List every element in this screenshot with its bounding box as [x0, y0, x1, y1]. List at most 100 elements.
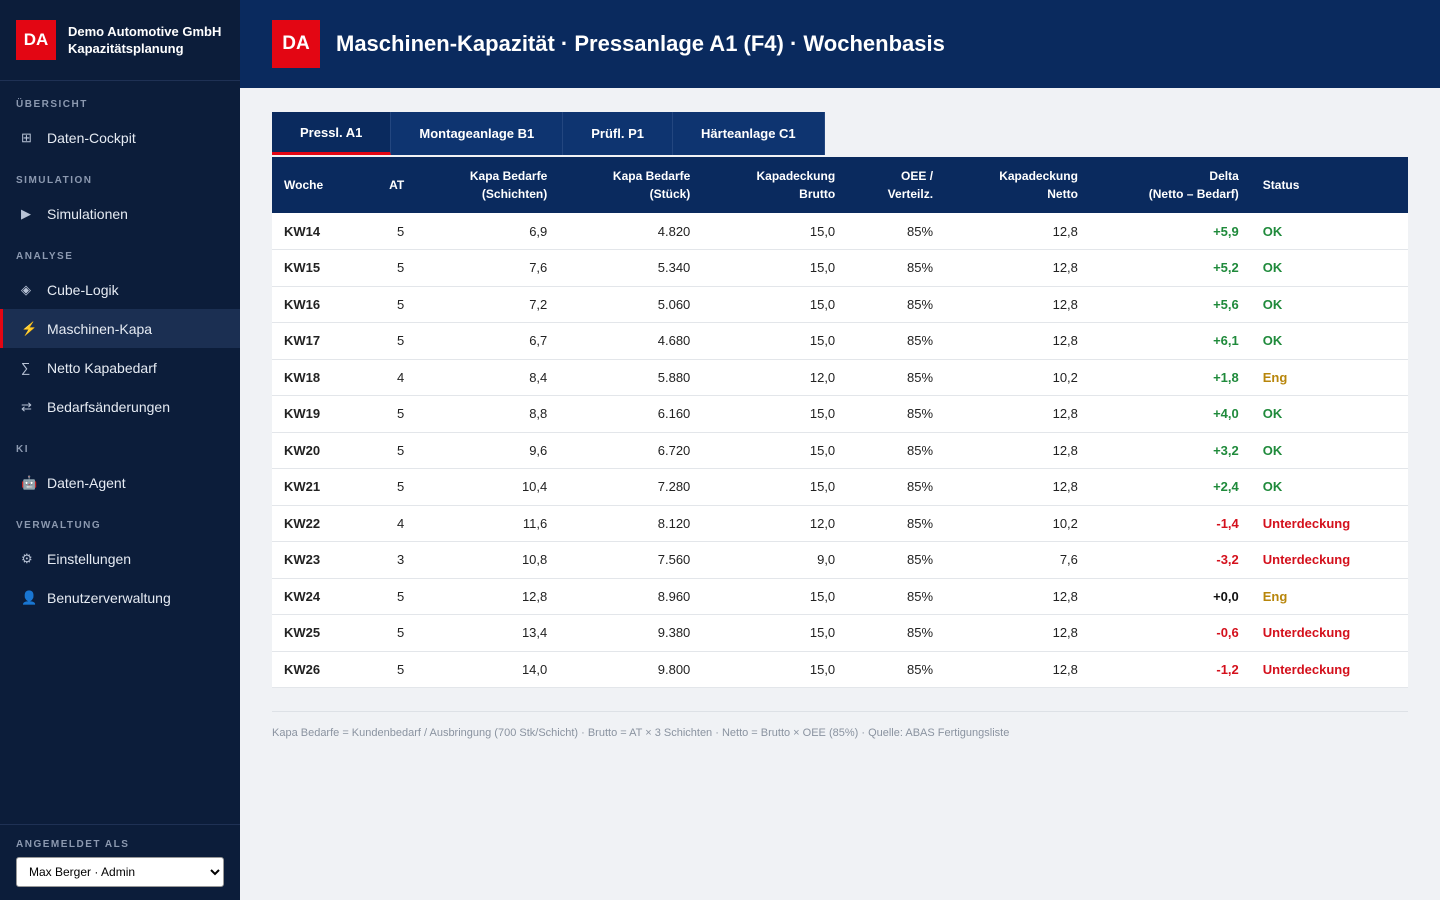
column-header: Kapadeckung Netto [945, 157, 1090, 213]
nav-item[interactable]: 🤖 Daten-Agent [0, 463, 240, 502]
value-cell: 12,8 [945, 213, 1090, 250]
status-cell: Unterdeckung [1250, 614, 1408, 652]
tab[interactable]: Pressl. A1 [272, 112, 392, 155]
value-cell: 7.560 [559, 541, 703, 579]
nav-icon: ⇄ [21, 398, 32, 414]
week-cell: KW15 [272, 249, 362, 287]
column-header: AT [361, 157, 417, 213]
value-cell: 12,8 [945, 322, 1090, 360]
value-cell: 85% [847, 432, 946, 469]
value-cell: 15,0 [702, 213, 848, 250]
week-cell: KW18 [272, 359, 362, 396]
value-cell: 7,2 [416, 286, 560, 323]
value-cell: 85% [847, 468, 946, 506]
nav-icon: ▶ [21, 205, 31, 221]
value-cell: 8.120 [559, 505, 703, 542]
value-cell: 12,8 [945, 249, 1090, 287]
nav-label: Netto Kapabedarf [47, 359, 157, 376]
value-cell: 8,4 [416, 359, 560, 396]
column-header: Woche [272, 157, 362, 213]
nav-item[interactable]: ⇄ Bedarfsänderungen [0, 387, 240, 426]
user-select[interactable]: Max Berger · Admin [16, 857, 224, 887]
nav-icon: 🤖 [21, 474, 38, 490]
table-row: KW18 4 8,4 5.880 12,0 85% 10,2 +1,8 Eng [272, 359, 1408, 396]
table-row: KW15 5 7,6 5.340 15,0 85% 12,8 +5,2 OK [272, 249, 1408, 287]
value-cell: 12,8 [945, 614, 1090, 652]
delta-cell: -0,6 [1089, 614, 1251, 652]
value-cell: 15,0 [702, 578, 848, 615]
status-cell: OK [1250, 213, 1408, 250]
logo: DA [272, 20, 320, 68]
nav-item[interactable]: ▶ Simulationen [0, 194, 240, 233]
value-cell: 85% [847, 213, 946, 250]
week-cell: KW19 [272, 395, 362, 433]
value-cell: 10,2 [945, 505, 1090, 542]
nav-label: Daten-Cockpit [47, 129, 136, 146]
nav-icon: ∑ [21, 360, 31, 375]
tab[interactable]: Prüfl. P1 [563, 112, 674, 155]
value-cell: 15,0 [702, 286, 848, 323]
value-cell: 85% [847, 359, 946, 396]
nav-item[interactable]: 👤 Benutzerverwaltung [0, 578, 240, 617]
value-cell: 5.340 [559, 249, 703, 287]
value-cell: 11,6 [416, 505, 560, 542]
table-row: KW20 5 9,6 6.720 15,0 85% 12,8 +3,2 OK [272, 432, 1408, 469]
value-cell: 85% [847, 395, 946, 433]
nav-icon: ⚡ [21, 320, 38, 336]
value-cell: 12,8 [416, 578, 560, 615]
tab[interactable]: Härteanlage C1 [673, 112, 825, 155]
nav-item[interactable]: ∑ Netto Kapabedarf [0, 348, 240, 387]
table-row: KW22 4 11,6 8.120 12,0 85% 10,2 -1,4 Unterdeckun… [272, 505, 1408, 542]
value-cell: 5 [361, 395, 417, 433]
value-cell: 4.680 [559, 322, 703, 360]
value-cell: 85% [847, 651, 946, 688]
week-cell: KW22 [272, 505, 362, 542]
week-cell: KW24 [272, 578, 362, 615]
nav-label: Daten-Agent [47, 474, 126, 491]
value-cell: 5 [361, 249, 417, 287]
table-row: KW24 5 12,8 8.960 15,0 85% 12,8 +0,0 Eng [272, 578, 1408, 615]
delta-cell: +6,1 [1089, 322, 1251, 360]
status-cell: OK [1250, 322, 1408, 360]
status-cell: OK [1250, 249, 1408, 287]
column-header: Kapa Bedarfe (Schichten) [416, 157, 560, 213]
value-cell: 15,0 [702, 468, 848, 506]
value-cell: 5 [361, 286, 417, 323]
status-cell: Eng [1250, 359, 1408, 396]
nav-label: Maschinen-Kapa [47, 320, 153, 337]
status-cell: OK [1250, 468, 1408, 506]
nav: ÜBERSICHT ⊞ Daten-Cockpit SIMULATION ▶ Simula… [0, 81, 240, 617]
value-cell: 85% [847, 541, 946, 579]
capacity-table: Woche AT Kapa Bedarfe (Schichten) Kapa Beda… [272, 157, 1408, 688]
value-cell: 85% [847, 286, 946, 323]
value-cell: 5 [361, 468, 417, 506]
status-cell: Unterdeckung [1250, 651, 1408, 688]
header: DA Maschinen-Kapazität · Pressanlage A1 … [240, 0, 1440, 88]
week-cell: KW25 [272, 614, 362, 652]
value-cell: 9,6 [416, 432, 560, 469]
value-cell: 5 [361, 322, 417, 360]
nav-item[interactable]: ⚡ Maschinen-Kapa [0, 309, 240, 348]
tab[interactable]: Montageanlage B1 [391, 112, 564, 155]
status-cell: OK [1250, 432, 1408, 469]
nav-item[interactable]: ⊞ Daten-Cockpit [0, 118, 240, 157]
value-cell: 8,8 [416, 395, 560, 433]
delta-cell: -1,2 [1089, 651, 1251, 688]
status-cell: OK [1250, 395, 1408, 433]
value-cell: 85% [847, 578, 946, 615]
value-cell: 85% [847, 322, 946, 360]
nav-item[interactable]: ◈ Cube-Logik [0, 270, 240, 309]
value-cell: 7,6 [945, 541, 1090, 579]
delta-cell: +4,0 [1089, 395, 1251, 433]
value-cell: 12,8 [945, 286, 1090, 323]
table-row: KW23 3 10,8 7.560 9,0 85% 7,6 -3,2 Unterdeckung [272, 541, 1408, 579]
brand: DA Demo Automotive GmbH Kapazitätsplanun… [0, 0, 240, 81]
value-cell: 6,7 [416, 322, 560, 360]
section-title: KI [16, 444, 29, 455]
delta-cell: -1,4 [1089, 505, 1251, 542]
delta-cell: +5,9 [1089, 213, 1251, 250]
nav-item[interactable]: ⚙ Einstellungen [0, 539, 240, 578]
value-cell: 15,0 [702, 432, 848, 469]
nav-label: Benutzerverwaltung [47, 589, 171, 606]
